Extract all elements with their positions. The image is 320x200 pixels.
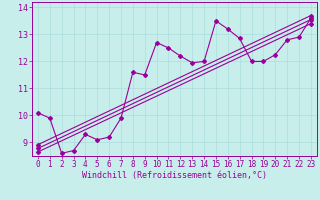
X-axis label: Windchill (Refroidissement éolien,°C): Windchill (Refroidissement éolien,°C) [82, 171, 267, 180]
